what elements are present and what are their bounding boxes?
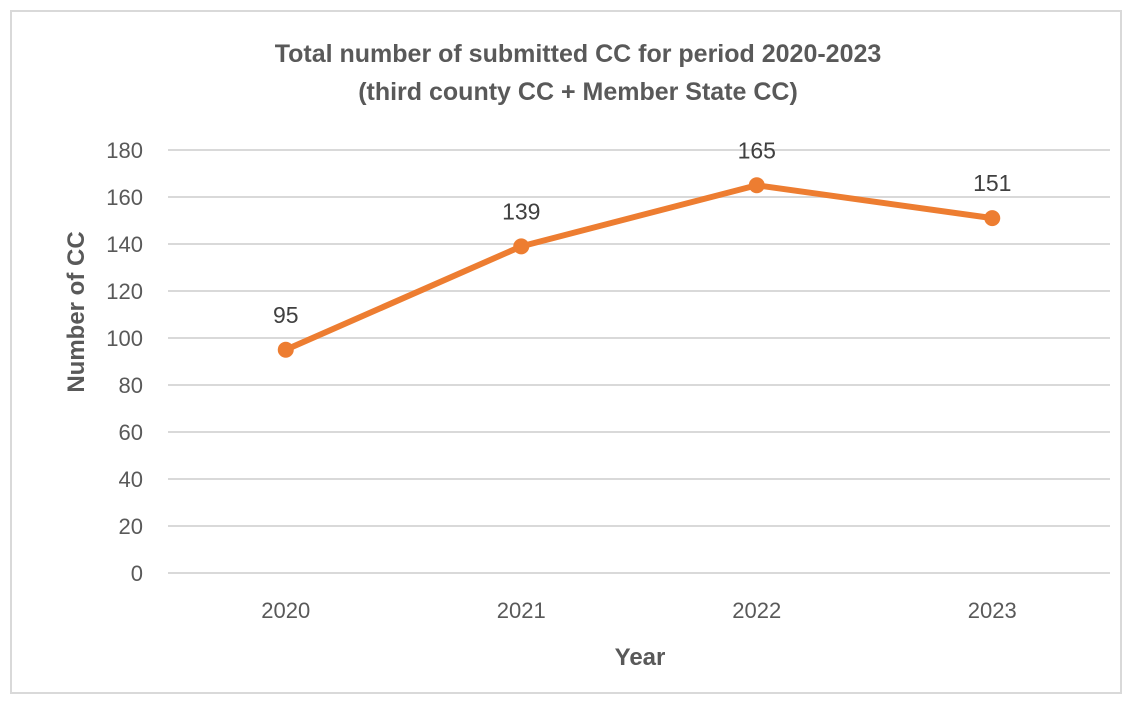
series-line xyxy=(282,182,996,353)
y-axis-ticks: 0 20 40 60 80 100 120 140 160 180 xyxy=(106,138,143,586)
chart-frame xyxy=(10,10,1122,694)
y-tick-label: 60 xyxy=(119,420,143,445)
x-tick-label: 2023 xyxy=(968,598,1017,623)
x-tick-label: 2022 xyxy=(732,598,781,623)
data-label: 139 xyxy=(502,198,540,224)
y-tick-label: 180 xyxy=(106,138,143,163)
y-tick-label: 40 xyxy=(119,467,143,492)
data-labels: 95 139 165 151 xyxy=(273,137,1011,328)
y-tick-label: 120 xyxy=(106,279,143,304)
gridlines xyxy=(168,149,1110,574)
y-tick-label: 0 xyxy=(131,561,143,586)
chart-title-line-1: Total number of submitted CC for period … xyxy=(275,40,882,68)
data-point xyxy=(984,210,1001,227)
x-axis-label: Year xyxy=(615,644,666,671)
data-point xyxy=(513,238,530,255)
x-tick-label: 2020 xyxy=(261,598,310,623)
data-point xyxy=(277,341,294,358)
y-tick-label: 140 xyxy=(106,232,143,257)
data-point xyxy=(748,177,765,194)
y-axis-label: Number of CC xyxy=(63,231,90,392)
y-tick-label: 160 xyxy=(106,185,143,210)
y-tick-label: 20 xyxy=(119,514,143,539)
chart-title-line-2: (third county CC + Member State CC) xyxy=(358,78,798,106)
y-tick-label: 100 xyxy=(106,326,143,351)
x-tick-label: 2021 xyxy=(497,598,546,623)
y-tick-label: 80 xyxy=(119,373,143,398)
data-label: 95 xyxy=(273,302,299,328)
series-group xyxy=(277,177,1001,358)
data-label: 165 xyxy=(738,137,776,163)
x-axis-ticks: 2020 2021 2022 2023 xyxy=(261,598,1016,623)
data-label: 151 xyxy=(973,170,1011,196)
